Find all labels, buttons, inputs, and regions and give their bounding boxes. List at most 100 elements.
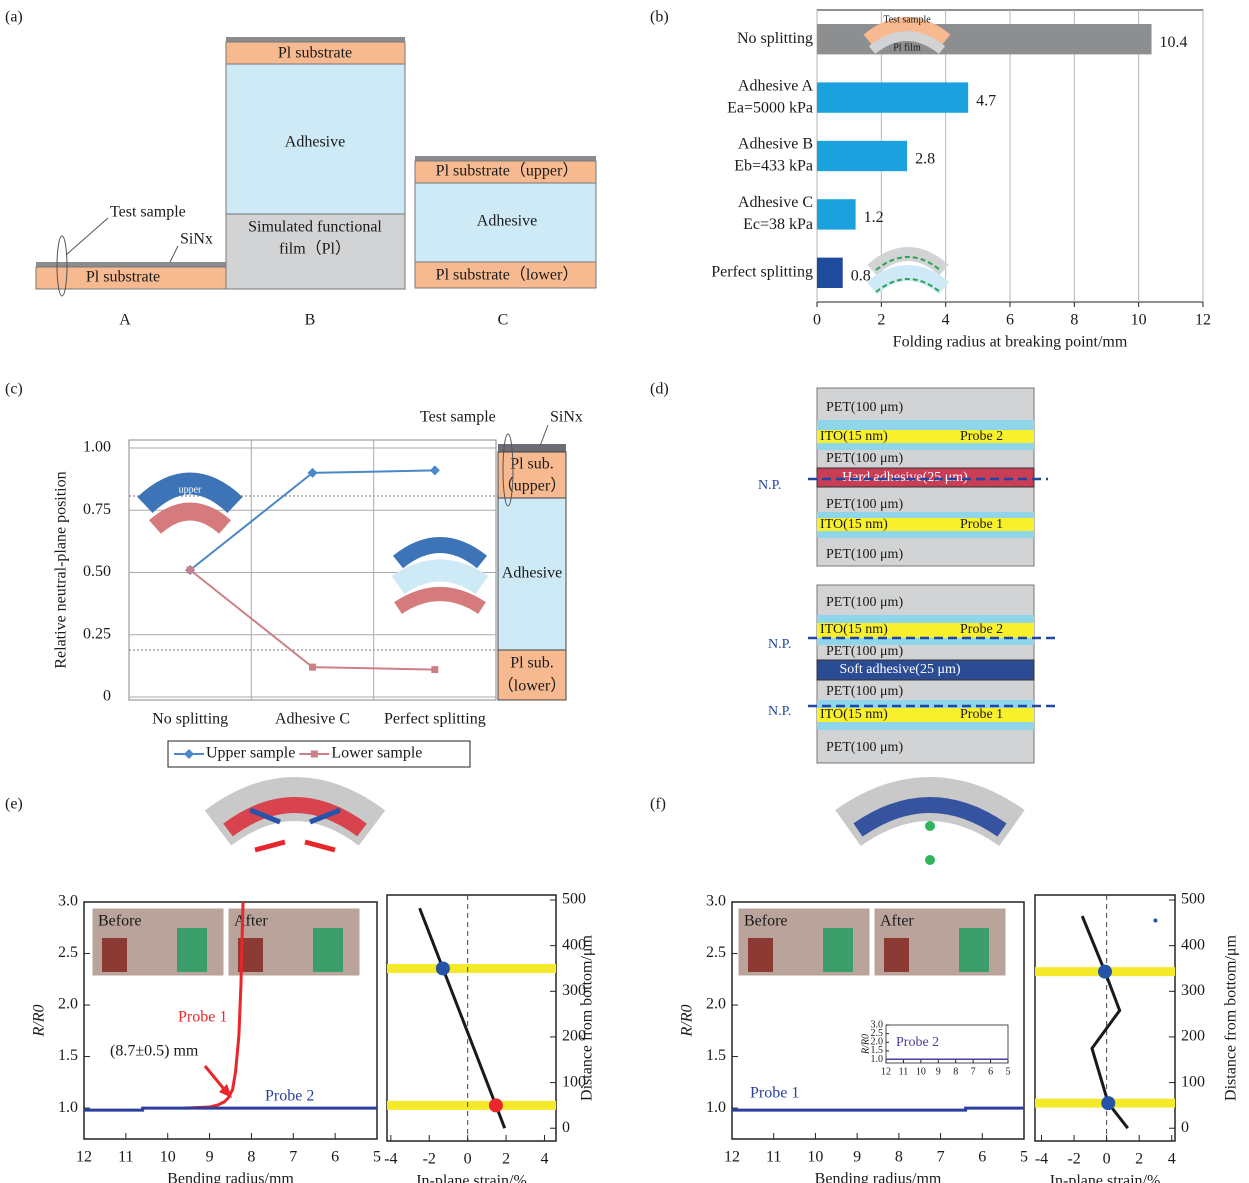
x-tick-label: Adhesive C bbox=[275, 711, 350, 728]
sinx-layer bbox=[36, 262, 297, 267]
y-tick-label: 500 bbox=[1181, 891, 1205, 908]
layer bbox=[225, 213, 406, 290]
x-tick-label: 9 bbox=[936, 1066, 941, 1077]
probe-label: Probe 1 bbox=[960, 707, 1003, 722]
layer-label: Pl substrate（upper） bbox=[436, 162, 579, 180]
layer-label: Hard adhesive(25 μm) bbox=[842, 470, 968, 485]
sinx-layer bbox=[226, 37, 405, 42]
category-note: Ec=38 kPa bbox=[743, 216, 813, 233]
marker bbox=[1098, 964, 1112, 979]
panel-label: (e) bbox=[5, 796, 23, 813]
arc bbox=[868, 31, 946, 55]
np-label: N.P. bbox=[768, 637, 791, 652]
x-tick-label: 12 bbox=[724, 1149, 740, 1166]
value-label: 10.4 bbox=[1160, 34, 1188, 51]
callout: SiNx bbox=[550, 409, 583, 426]
y-tick-label: 0 bbox=[103, 688, 111, 705]
x-axis-label: Bending radius/mm bbox=[815, 1171, 942, 1183]
y-tick-label: 0.50 bbox=[83, 563, 111, 580]
x-tick-label: 10 bbox=[916, 1066, 926, 1077]
arrow bbox=[254, 839, 336, 853]
item-label: B bbox=[305, 312, 316, 329]
marker-ellipse bbox=[56, 235, 68, 297]
x-axis-label: Folding radius at breaking point/mm bbox=[893, 334, 1128, 351]
layer-label: Pl substrate bbox=[86, 269, 160, 286]
x-tick-label: 5 bbox=[1020, 1149, 1028, 1166]
y-tick-label: 100 bbox=[1181, 1073, 1205, 1090]
value-label: 1.2 bbox=[864, 209, 884, 226]
marker bbox=[429, 465, 440, 476]
y-tick-label: 0.75 bbox=[83, 501, 111, 518]
x-tick-label: 8 bbox=[1070, 312, 1078, 329]
y-tick-label: 500 bbox=[562, 891, 586, 908]
photo-detail bbox=[884, 938, 909, 972]
photo-label: Before bbox=[744, 913, 788, 930]
x-tick-label: Perfect splitting bbox=[384, 711, 486, 728]
x-tick-label: 11 bbox=[766, 1149, 781, 1166]
layer-label: ITO(15 nm) bbox=[820, 517, 888, 532]
photo-detail bbox=[959, 928, 989, 972]
layer bbox=[225, 63, 406, 215]
plot-frame bbox=[128, 439, 497, 701]
y-tick-label: 3.0 bbox=[58, 893, 78, 910]
layer-label: Pl substrate（lower） bbox=[436, 266, 579, 284]
annotation: (8.7±0.5) mm bbox=[110, 1043, 199, 1060]
ito-layer bbox=[817, 623, 1034, 638]
led bbox=[925, 855, 935, 865]
x-tick-label: 12 bbox=[881, 1066, 891, 1077]
layer bbox=[414, 182, 597, 263]
layer-label: Pl sub. bbox=[510, 655, 554, 672]
marker bbox=[310, 750, 318, 758]
x-axis-label: In-plane strain/% bbox=[1050, 1173, 1161, 1183]
bending-illustration bbox=[204, 777, 1025, 865]
x-tick-label: No splitting bbox=[152, 711, 228, 728]
item-label: C bbox=[498, 312, 509, 329]
inset-label: Pl film bbox=[893, 42, 921, 53]
x-tick-label: 9 bbox=[206, 1149, 214, 1166]
marker bbox=[184, 749, 194, 759]
series-label: Probe 1 bbox=[750, 1085, 799, 1102]
x-tick-label: 10 bbox=[160, 1149, 176, 1166]
series-line bbox=[418, 907, 507, 1129]
y-axis-label: Distance from bottom/μm bbox=[579, 935, 596, 1101]
marker-ellipse bbox=[502, 433, 514, 507]
layer-label: ITO(15 nm) bbox=[820, 622, 888, 637]
layer bbox=[497, 649, 567, 701]
x-tick-label: 4 bbox=[1168, 1151, 1176, 1168]
series-line bbox=[184, 901, 245, 1110]
value-label: 0.8 bbox=[851, 267, 871, 284]
x-tick-label: 10 bbox=[1131, 312, 1147, 329]
photo-label: After bbox=[880, 913, 914, 930]
bar bbox=[817, 24, 1152, 55]
photo-detail bbox=[748, 938, 773, 972]
y-tick-label: 1.00 bbox=[83, 439, 111, 456]
x-tick-label: 2 bbox=[502, 1151, 510, 1168]
x-tick-label: 11 bbox=[899, 1066, 909, 1077]
x-tick-label: 6 bbox=[978, 1149, 986, 1166]
x-tick-label: 4 bbox=[942, 312, 950, 329]
x-tick-label: 7 bbox=[937, 1149, 945, 1166]
arc bbox=[137, 472, 243, 514]
x-tick-label: 8 bbox=[247, 1149, 255, 1166]
layer-label: Adhesive bbox=[285, 134, 345, 151]
leader bbox=[169, 245, 179, 263]
y-tick-label: 2.5 bbox=[706, 944, 726, 961]
y-tick-label: 0.25 bbox=[83, 625, 111, 642]
y-tick-label: 2.0 bbox=[706, 996, 726, 1013]
sinx-layer bbox=[415, 156, 596, 161]
x-tick-label: 5 bbox=[373, 1149, 381, 1166]
legend-label: Lower sample bbox=[331, 745, 422, 762]
y-tick-label: 1.5 bbox=[58, 1047, 78, 1064]
layer-label: （upper） bbox=[498, 477, 566, 495]
category-label: Adhesive A bbox=[738, 77, 814, 94]
y-tick-label: 0 bbox=[562, 1119, 570, 1136]
panel-c-stack: Pl sub. （upper） Adhesive Pl sub. （lower）… bbox=[129, 409, 583, 701]
arc bbox=[149, 502, 231, 534]
callout: SiNx bbox=[180, 231, 213, 248]
y-tick-label: 1.0 bbox=[871, 1054, 884, 1065]
marker bbox=[1153, 918, 1158, 923]
item-label: A bbox=[119, 312, 131, 329]
adhesive-layer bbox=[816, 467, 1035, 488]
series-label: Probe 2 bbox=[896, 1035, 939, 1050]
